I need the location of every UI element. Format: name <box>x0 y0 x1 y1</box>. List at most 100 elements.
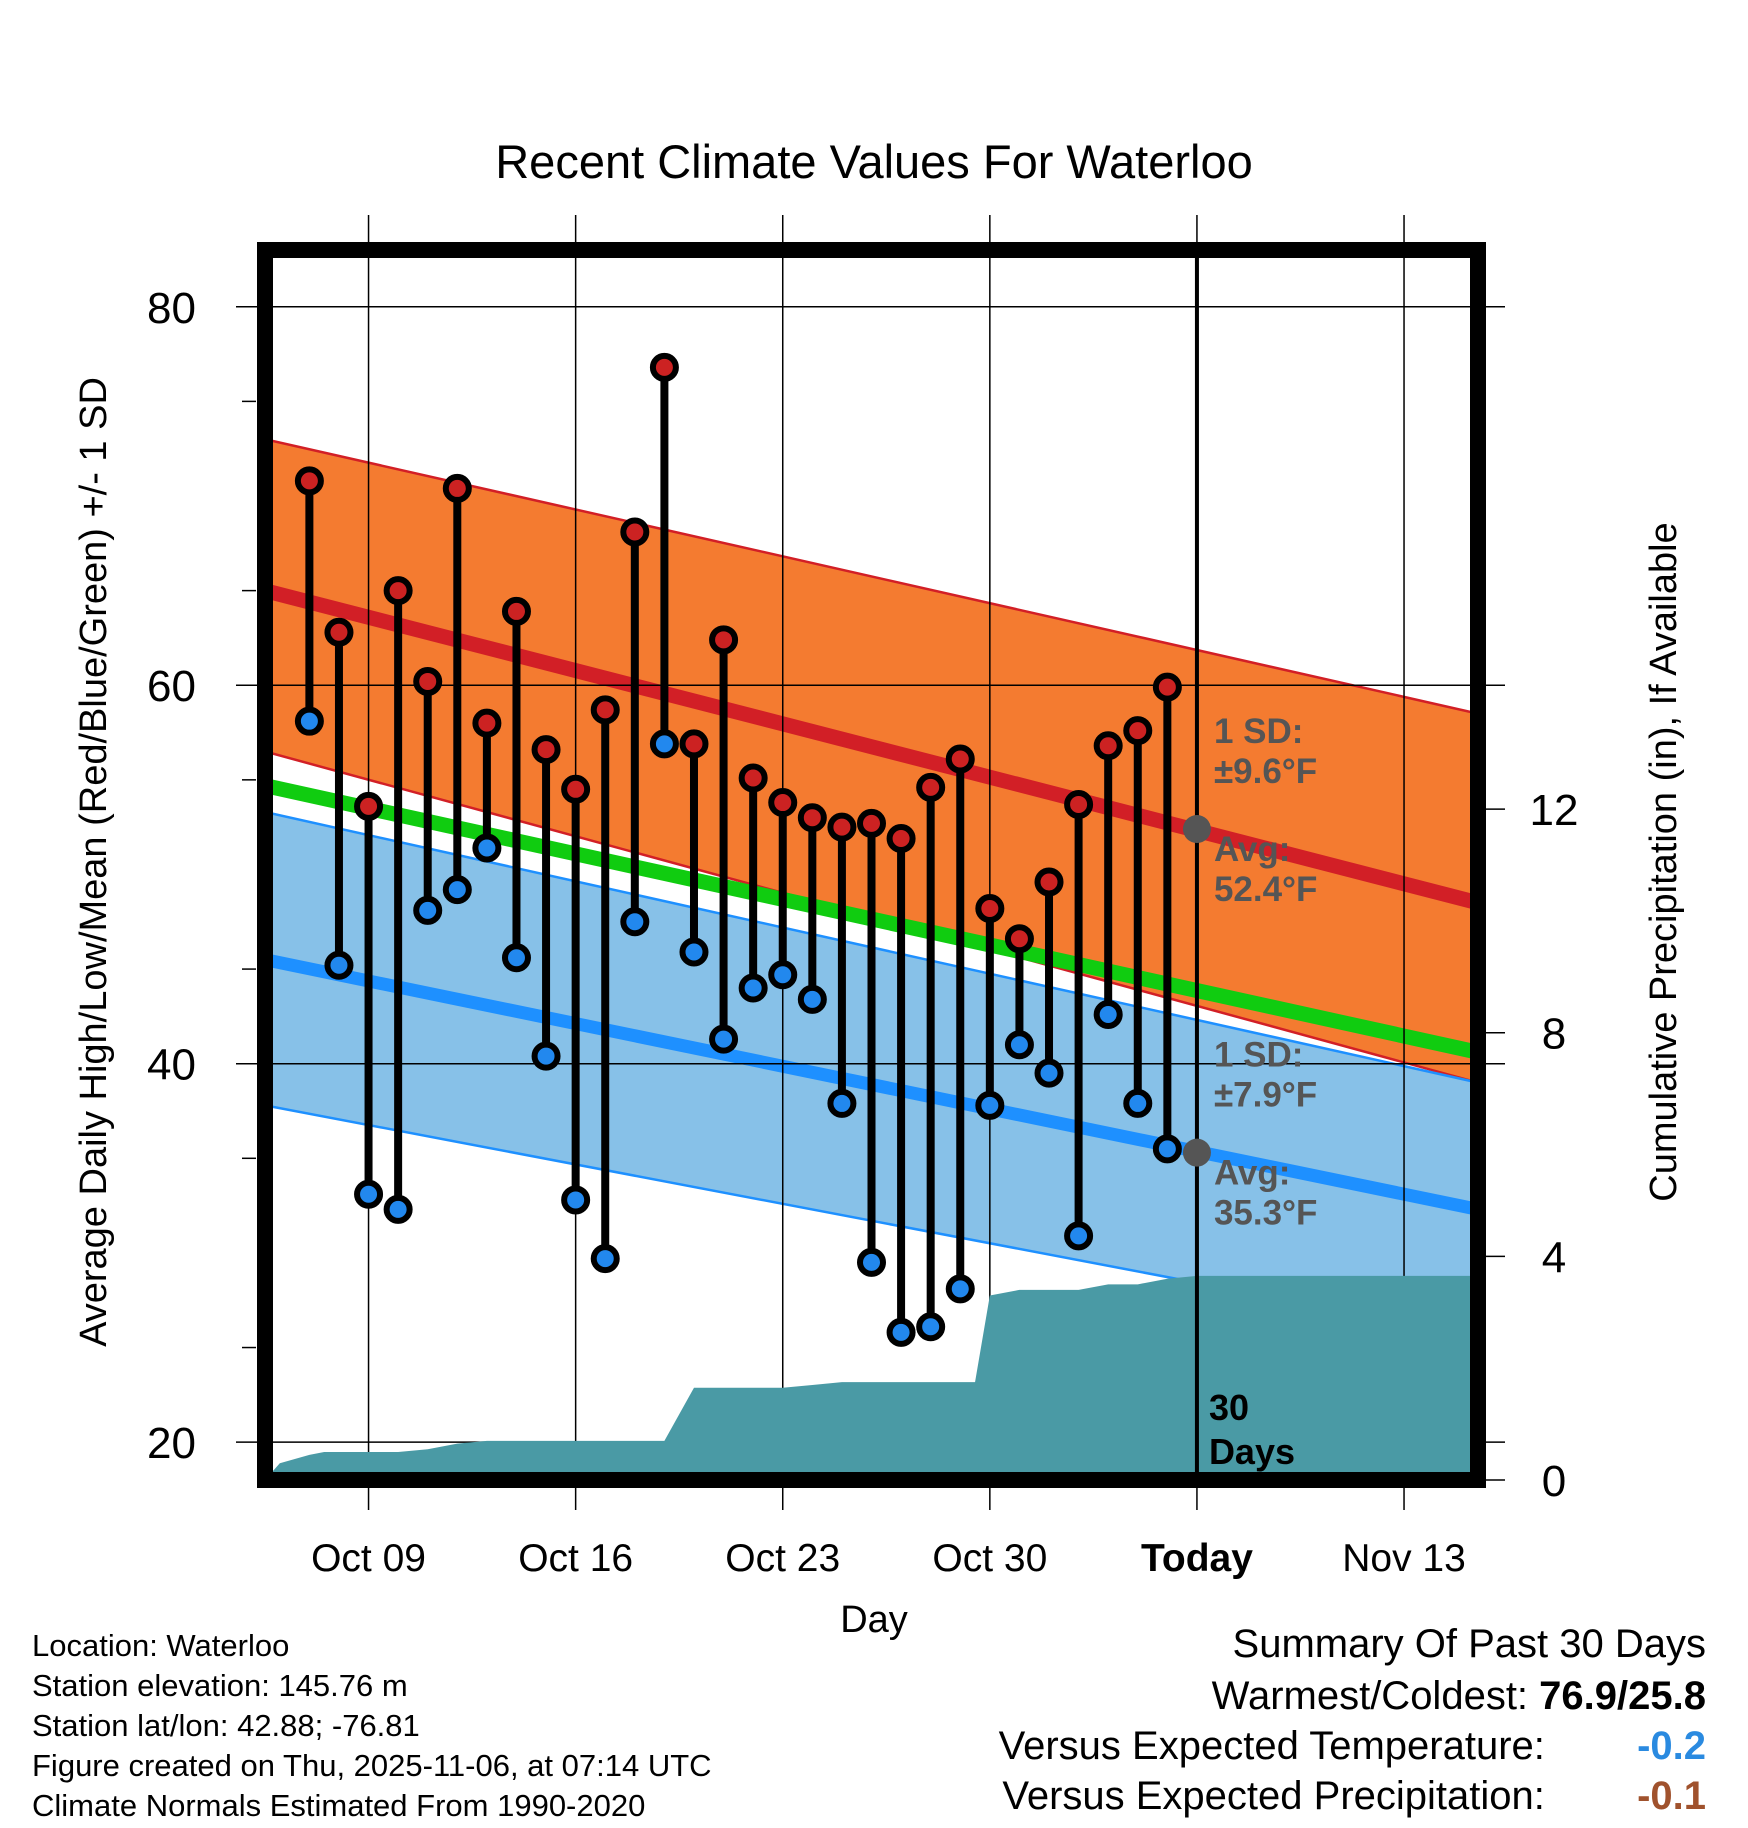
low-avg-label: Avg: <box>1214 1154 1290 1193</box>
high-point <box>916 772 946 802</box>
high-point <box>738 763 768 793</box>
summary-title: Summary Of Past 30 Days <box>1232 1622 1706 1666</box>
high-point <box>501 596 531 626</box>
high-point <box>886 824 916 854</box>
x-tick-label: Oct 16 <box>518 1537 633 1580</box>
low-point <box>1093 999 1123 1029</box>
normals-text: Climate Normals Estimated From 1990-2020 <box>32 1788 646 1823</box>
high-point <box>975 894 1005 924</box>
high-sd-value: ±9.6°F <box>1214 752 1317 791</box>
days-label: 30 <box>1209 1387 1249 1428</box>
low-point <box>1034 1058 1064 1088</box>
high-point <box>442 473 472 503</box>
high-point <box>679 729 709 759</box>
high-point <box>324 617 354 647</box>
high-point <box>1123 716 1153 746</box>
high-point <box>1004 924 1034 954</box>
high-avg-line <box>265 583 1478 911</box>
low-avg-value: 35.3°F <box>1214 1194 1318 1233</box>
low-point <box>945 1274 975 1304</box>
precip-area <box>265 1275 1478 1480</box>
low-point <box>857 1247 886 1277</box>
summary-temp: Versus Expected Temperature: -0.2 <box>999 1724 1706 1769</box>
high-point <box>294 466 324 496</box>
high-avg-marker <box>1182 815 1211 844</box>
high-avg-value: 52.4°F <box>1214 870 1318 909</box>
high-point <box>649 352 679 382</box>
low-point <box>294 706 324 736</box>
y-axis-label: Average Daily High/Low/Mean (Red/Blue/Gr… <box>73 377 115 1347</box>
created-text: Figure created on Thu, 2025-11-06, at 07… <box>32 1748 712 1783</box>
low-point <box>768 960 798 990</box>
y-tick-label: 20 <box>147 1419 196 1468</box>
low-avg-marker <box>1182 1138 1211 1167</box>
high-sd-label: 1 SD: <box>1214 712 1303 751</box>
low-point <box>1152 1134 1182 1164</box>
precip-label: Versus Expected Precipitation: <box>1002 1774 1545 1818</box>
high-point <box>590 695 620 725</box>
high-point <box>531 735 561 765</box>
x-tick-label: Today <box>1141 1537 1253 1580</box>
precip-value: -0.1 <box>1637 1774 1706 1818</box>
latlon-text: Station lat/lon: 42.88; -76.81 <box>32 1708 420 1743</box>
low-point <box>354 1179 384 1209</box>
low-point <box>442 875 472 905</box>
warm-cold-label: Warmest/Coldest: <box>1211 1674 1529 1718</box>
low-point <box>1123 1088 1153 1118</box>
high-point <box>383 576 413 606</box>
low-point <box>561 1185 591 1215</box>
y2-tick-label: 8 <box>1542 1010 1566 1059</box>
low-point <box>620 907 650 937</box>
y2-tick-label: 4 <box>1542 1233 1566 1282</box>
low-point <box>531 1041 561 1071</box>
low-point <box>797 984 827 1014</box>
chart-title: Recent Climate Values For Waterloo <box>495 135 1253 188</box>
x-tick-label: Oct 23 <box>725 1537 840 1580</box>
low-point <box>649 729 679 759</box>
y-tick-label: 40 <box>147 1041 196 1090</box>
temp-label: Versus Expected Temperature: <box>998 1724 1545 1768</box>
temp-value: -0.2 <box>1637 1724 1706 1768</box>
info-block: Location: Waterloo Station elevation: 14… <box>32 1626 712 1826</box>
x-axis-label: Day <box>840 1599 908 1641</box>
y2-axis-label: Cumulative Precipitation (in), If Availa… <box>1643 522 1685 1201</box>
y2-tick-label: 12 <box>1530 786 1579 835</box>
high-sd-band <box>265 437 1478 1084</box>
low-point <box>1004 1030 1034 1060</box>
x-tick-label: Oct 30 <box>932 1537 1047 1580</box>
high-point <box>413 666 443 696</box>
high-point <box>827 812 857 842</box>
low-point <box>383 1194 413 1224</box>
low-point <box>413 895 443 925</box>
high-point <box>1093 731 1123 761</box>
elevation-text: Station elevation: 145.76 m <box>32 1668 408 1703</box>
high-point <box>1064 789 1094 819</box>
y-tick-label: 60 <box>147 662 196 711</box>
location-text: Location: Waterloo <box>32 1628 290 1663</box>
high-point <box>857 808 886 838</box>
high-point <box>797 803 827 833</box>
low-point <box>324 950 354 980</box>
low-sd-label: 1 SD: <box>1214 1036 1303 1075</box>
high-point <box>620 517 650 547</box>
x-tick-label: Oct 09 <box>311 1537 426 1580</box>
low-point <box>738 973 768 1003</box>
high-point <box>472 708 502 738</box>
high-point <box>768 788 798 818</box>
low-point <box>501 943 531 973</box>
days-label: Days <box>1209 1431 1295 1472</box>
low-point <box>916 1312 946 1342</box>
y-tick-label: 80 <box>147 284 196 333</box>
x-tick-label: Nov 13 <box>1342 1537 1466 1580</box>
high-point <box>1152 672 1182 702</box>
low-point <box>709 1024 739 1054</box>
low-point <box>590 1244 620 1274</box>
summary-warm-cold: Warmest/Coldest: 76.9/25.8 <box>1212 1674 1706 1719</box>
summary-precip: Versus Expected Precipitation: -0.1 <box>1002 1774 1706 1819</box>
warm-cold-value: 76.9/25.8 <box>1539 1674 1706 1718</box>
plot-frame <box>257 242 1486 1488</box>
y2-tick-label: 0 <box>1542 1457 1566 1506</box>
low-point <box>886 1317 916 1347</box>
high-point <box>1034 867 1064 897</box>
